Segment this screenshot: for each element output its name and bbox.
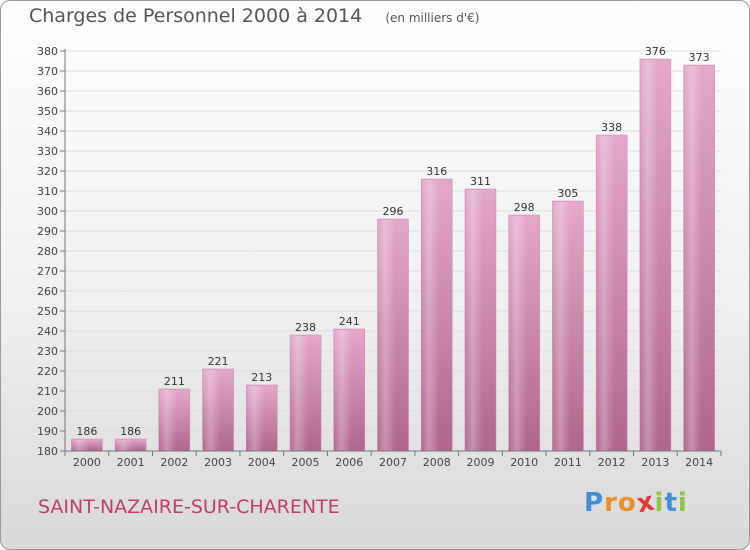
x-tick-label: 2013 bbox=[641, 456, 669, 469]
bar-highlight bbox=[247, 386, 265, 451]
y-tick-label: 320 bbox=[37, 165, 58, 178]
y-axis-ticks: 180 190 200 210 220 230 240 250 260 270 280 290 300 3… bbox=[37, 45, 65, 458]
logo-letter: i bbox=[677, 488, 688, 518]
x-tick-label: 2004 bbox=[248, 456, 276, 469]
y-tick-label: 250 bbox=[37, 305, 58, 318]
data-label: 213 bbox=[251, 371, 272, 384]
x-tick-label: 2010 bbox=[510, 456, 538, 469]
data-label: 186 bbox=[76, 425, 97, 438]
y-tick-label: 280 bbox=[37, 245, 58, 258]
commune-name: SAINT-NAZAIRE-SUR-CHARENTE bbox=[38, 496, 340, 518]
y-tick-label: 340 bbox=[37, 125, 58, 138]
bar-highlight bbox=[684, 66, 702, 451]
bar-highlight bbox=[291, 336, 309, 451]
y-tick-label: 240 bbox=[37, 325, 58, 338]
y-tick-label: 260 bbox=[37, 285, 58, 298]
x-tick-label: 2014 bbox=[685, 456, 713, 469]
proxiti-logo: Proxiti bbox=[584, 486, 688, 519]
bar-highlight bbox=[597, 136, 615, 451]
y-tick-label: 190 bbox=[37, 425, 58, 438]
data-label: 376 bbox=[645, 45, 666, 58]
x-tick-label: 2012 bbox=[598, 456, 626, 469]
x-tick-label: 2006 bbox=[335, 456, 363, 469]
x-tick-label: 2008 bbox=[423, 456, 451, 469]
bar-highlight bbox=[159, 390, 177, 451]
logo-letter: P bbox=[584, 488, 605, 518]
bar-highlight bbox=[203, 370, 221, 451]
x-tick-label: 2011 bbox=[554, 456, 582, 469]
y-tick-label: 360 bbox=[37, 85, 58, 98]
logo-letter: i bbox=[654, 488, 665, 518]
chart-title: Charges de Personnel 2000 à 2014 bbox=[29, 5, 363, 27]
bar-highlight bbox=[378, 220, 396, 451]
bar-highlight bbox=[553, 202, 571, 451]
data-label: 211 bbox=[164, 375, 185, 388]
y-tick-label: 180 bbox=[37, 445, 58, 458]
bar-highlight bbox=[509, 216, 527, 451]
y-tick-label: 310 bbox=[37, 185, 58, 198]
data-label: 186 bbox=[120, 425, 141, 438]
x-tick-label: 2005 bbox=[292, 456, 320, 469]
y-tick-label: 230 bbox=[37, 345, 58, 358]
x-tick-label: 2007 bbox=[379, 456, 407, 469]
data-label: 316 bbox=[426, 165, 447, 178]
axes bbox=[64, 49, 721, 452]
y-tick-label: 370 bbox=[37, 65, 58, 78]
title-row: Charges de Personnel 2000 à 2014 (en mil… bbox=[29, 5, 479, 27]
bar-highlight bbox=[422, 180, 440, 451]
x-tick-label: 2001 bbox=[117, 456, 145, 469]
bar-highlight bbox=[640, 60, 658, 451]
logo-letter: t bbox=[664, 488, 678, 518]
logo-letter: o bbox=[617, 488, 637, 518]
y-tick-label: 300 bbox=[37, 205, 58, 218]
chart-subtitle: (en milliers d'€) bbox=[385, 11, 480, 25]
data-label: 373 bbox=[689, 51, 710, 64]
y-tick-label: 220 bbox=[37, 365, 58, 378]
y-tick-label: 200 bbox=[37, 405, 58, 418]
bar-highlight bbox=[465, 190, 484, 451]
data-label: 241 bbox=[339, 315, 360, 328]
data-label: 296 bbox=[383, 205, 404, 218]
x-tick-label: 2003 bbox=[204, 456, 232, 469]
bar-highlight bbox=[116, 440, 134, 451]
y-tick-label: 270 bbox=[37, 265, 58, 278]
bar-highlight bbox=[334, 330, 352, 451]
data-label: 238 bbox=[295, 321, 316, 334]
data-labels: 186 186 211 221 213 238 241 296 316 311 298 305 338 3… bbox=[76, 45, 709, 438]
bar-highlight bbox=[72, 440, 90, 451]
x-axis-ticks: 2000 2001 2002 2003 2004 2005 2006 2007 2008 2009… bbox=[64, 451, 722, 469]
x-tick-label: 2000 bbox=[73, 456, 101, 469]
x-tick-label: 2009 bbox=[466, 456, 494, 469]
data-label: 298 bbox=[514, 201, 535, 214]
data-label: 311 bbox=[470, 175, 491, 188]
y-tick-label: 290 bbox=[37, 225, 58, 238]
data-label: 338 bbox=[601, 121, 622, 134]
logo-letter: r bbox=[604, 488, 618, 518]
y-tick-label: 330 bbox=[37, 145, 58, 158]
y-tick-label: 210 bbox=[37, 385, 58, 398]
y-tick-label: 380 bbox=[37, 45, 58, 58]
bars bbox=[71, 58, 715, 452]
y-tick-label: 350 bbox=[37, 105, 58, 118]
data-label: 221 bbox=[208, 355, 229, 368]
data-label: 305 bbox=[557, 187, 578, 200]
x-tick-label: 2002 bbox=[160, 456, 188, 469]
